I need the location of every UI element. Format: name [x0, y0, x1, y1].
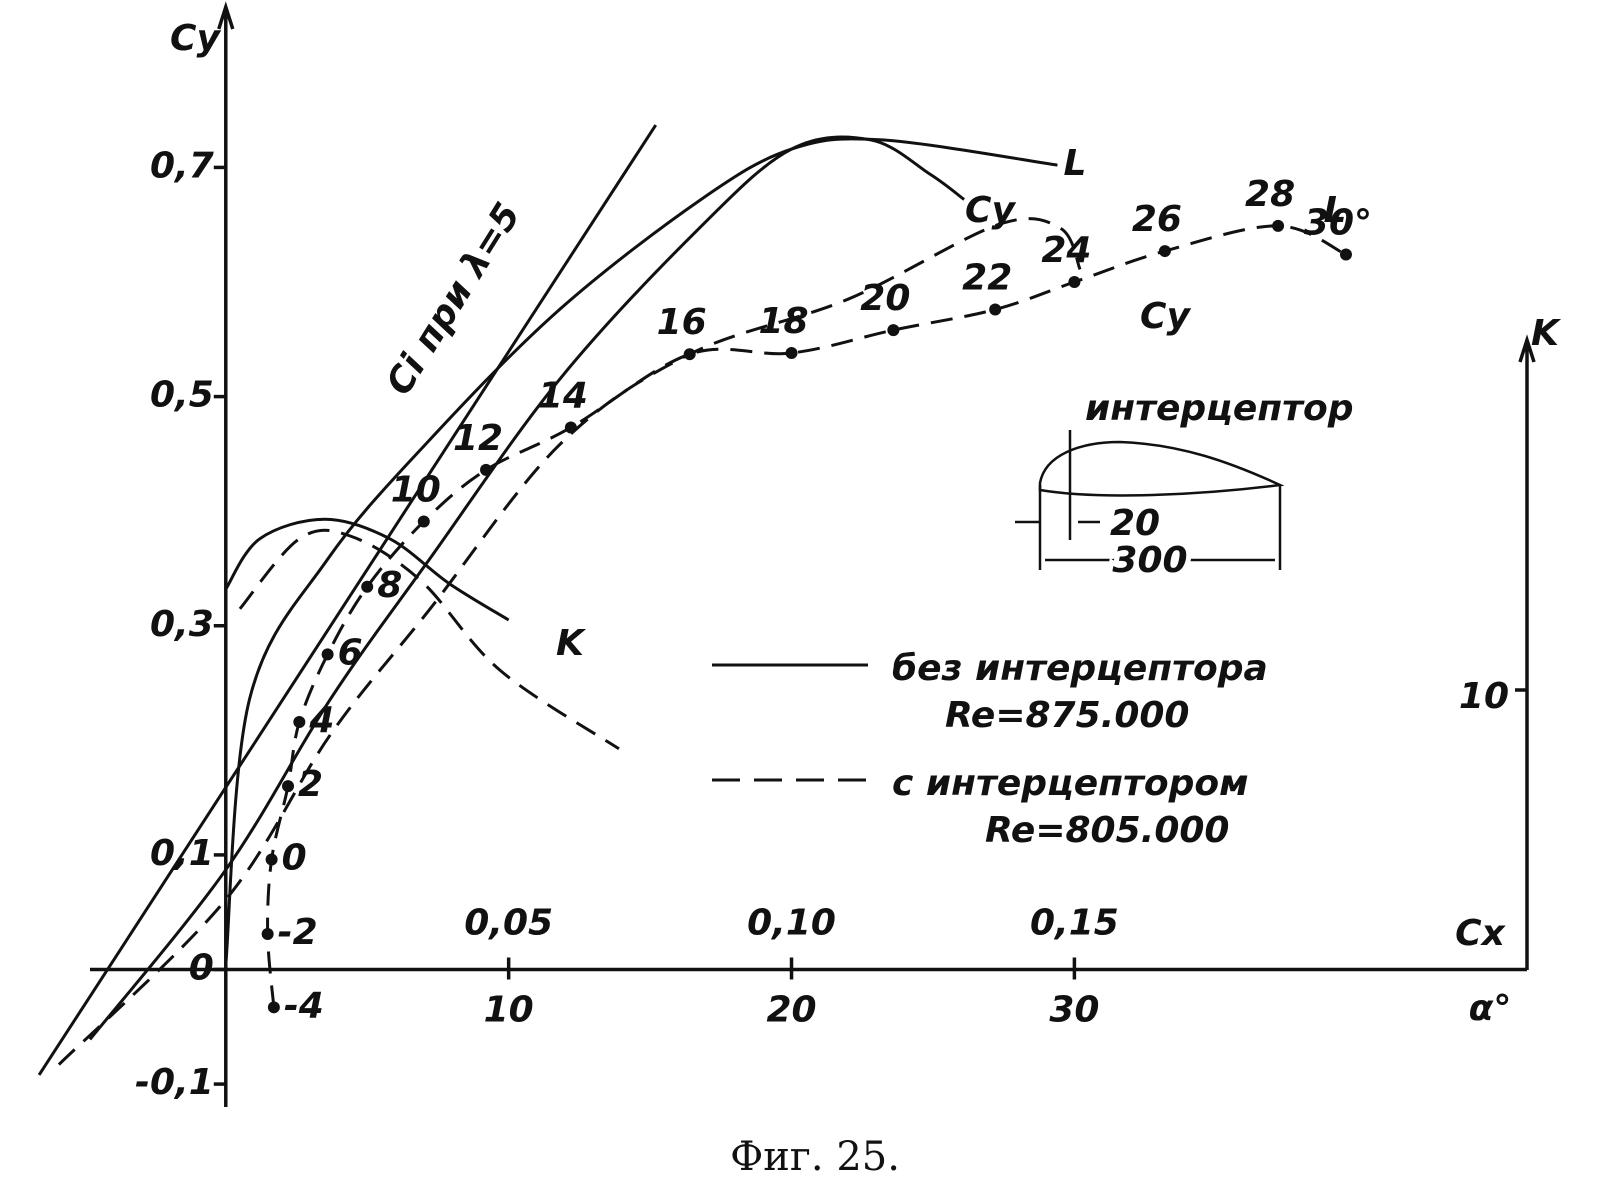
point-label: 30°	[1304, 203, 1372, 244]
y-tick-label: 0,7	[150, 145, 214, 186]
x-tick-label: 0,15	[1030, 903, 1119, 944]
series-line	[238, 528, 620, 751]
y-axis-label: Cy	[170, 18, 221, 59]
series-point	[989, 303, 1002, 316]
point-label: 22	[962, 258, 1012, 299]
x-axis-label: Cx	[1455, 913, 1506, 954]
point-label: -2	[278, 912, 318, 953]
series-point	[417, 515, 430, 528]
x2-tick-label: 20	[766, 990, 816, 1031]
y2-axis-label: K	[1531, 313, 1562, 354]
series-label: L	[1324, 190, 1347, 231]
caption: Фиг. 25.	[730, 1134, 900, 1180]
y-tick-label: 0,3	[150, 604, 214, 645]
inset-label: интерцептор	[1085, 388, 1354, 429]
inset-airfoil: интерцептор 20 300	[1015, 388, 1354, 586]
series-label: Cy	[1140, 296, 1191, 337]
series-point	[1068, 276, 1081, 288]
inset-dim-large: 300	[1112, 540, 1187, 581]
series-line	[57, 217, 1082, 1066]
point-label: 16	[657, 302, 707, 343]
series-line	[224, 517, 510, 622]
y2-tick-label: 10	[1459, 676, 1509, 717]
point-label: 0	[282, 838, 307, 879]
series-label: L	[1064, 143, 1087, 184]
point-label: 28	[1245, 174, 1295, 215]
series-label: Ci при λ=5	[379, 196, 529, 402]
series-label: K	[556, 623, 587, 664]
x2-tick-label: 10	[484, 990, 534, 1031]
series-point	[282, 780, 295, 793]
series-point	[267, 1001, 280, 1014]
series-point	[261, 927, 274, 940]
series-point	[785, 347, 798, 360]
series-point	[321, 648, 334, 661]
point-label: 18	[758, 301, 808, 342]
series-point	[564, 421, 577, 434]
y2-axis	[1518, 334, 1536, 970]
point-label: 12	[453, 418, 503, 459]
legend-text: с интерцептором	[892, 763, 1249, 804]
legend-re: Re=805.000	[985, 810, 1229, 851]
legend-re: Re=875.000	[945, 695, 1189, 736]
point-label: 20	[860, 278, 910, 319]
point-label: 6	[338, 632, 363, 673]
y-tick-label: 0	[189, 948, 214, 989]
x2-tick-label: 30	[1049, 990, 1099, 1031]
series-point	[480, 463, 493, 476]
x-tick-label: 0,05	[464, 903, 553, 944]
series-point	[1272, 219, 1285, 232]
point-label: 26	[1132, 199, 1182, 240]
x2-axis-label: α°	[1469, 988, 1512, 1029]
point-label: -4	[284, 985, 324, 1026]
series-point	[293, 716, 306, 728]
series-line	[37, 124, 658, 1076]
inset-dim-small: 20	[1110, 503, 1160, 544]
point-label: 14	[538, 376, 588, 417]
point-label: 10	[391, 469, 441, 510]
series-point	[265, 853, 278, 866]
legend-text: без интерцептора	[892, 648, 1268, 689]
x-tick-label: 0,10	[747, 903, 836, 944]
point-label: 2	[298, 764, 323, 805]
series-point	[887, 324, 900, 337]
series-point	[1339, 248, 1352, 261]
y-tick-label: -0,1	[135, 1062, 214, 1103]
y-axis	[217, 1, 235, 1107]
series-label: Cy	[965, 190, 1016, 231]
series-point	[683, 348, 696, 361]
series-line	[224, 137, 1058, 966]
series-point	[361, 580, 374, 593]
y-tick-label: 0,5	[150, 375, 214, 416]
series-point	[1158, 245, 1171, 258]
point-label: 8	[377, 565, 402, 606]
point-label: 24	[1041, 230, 1091, 271]
point-label: 4	[308, 700, 334, 741]
